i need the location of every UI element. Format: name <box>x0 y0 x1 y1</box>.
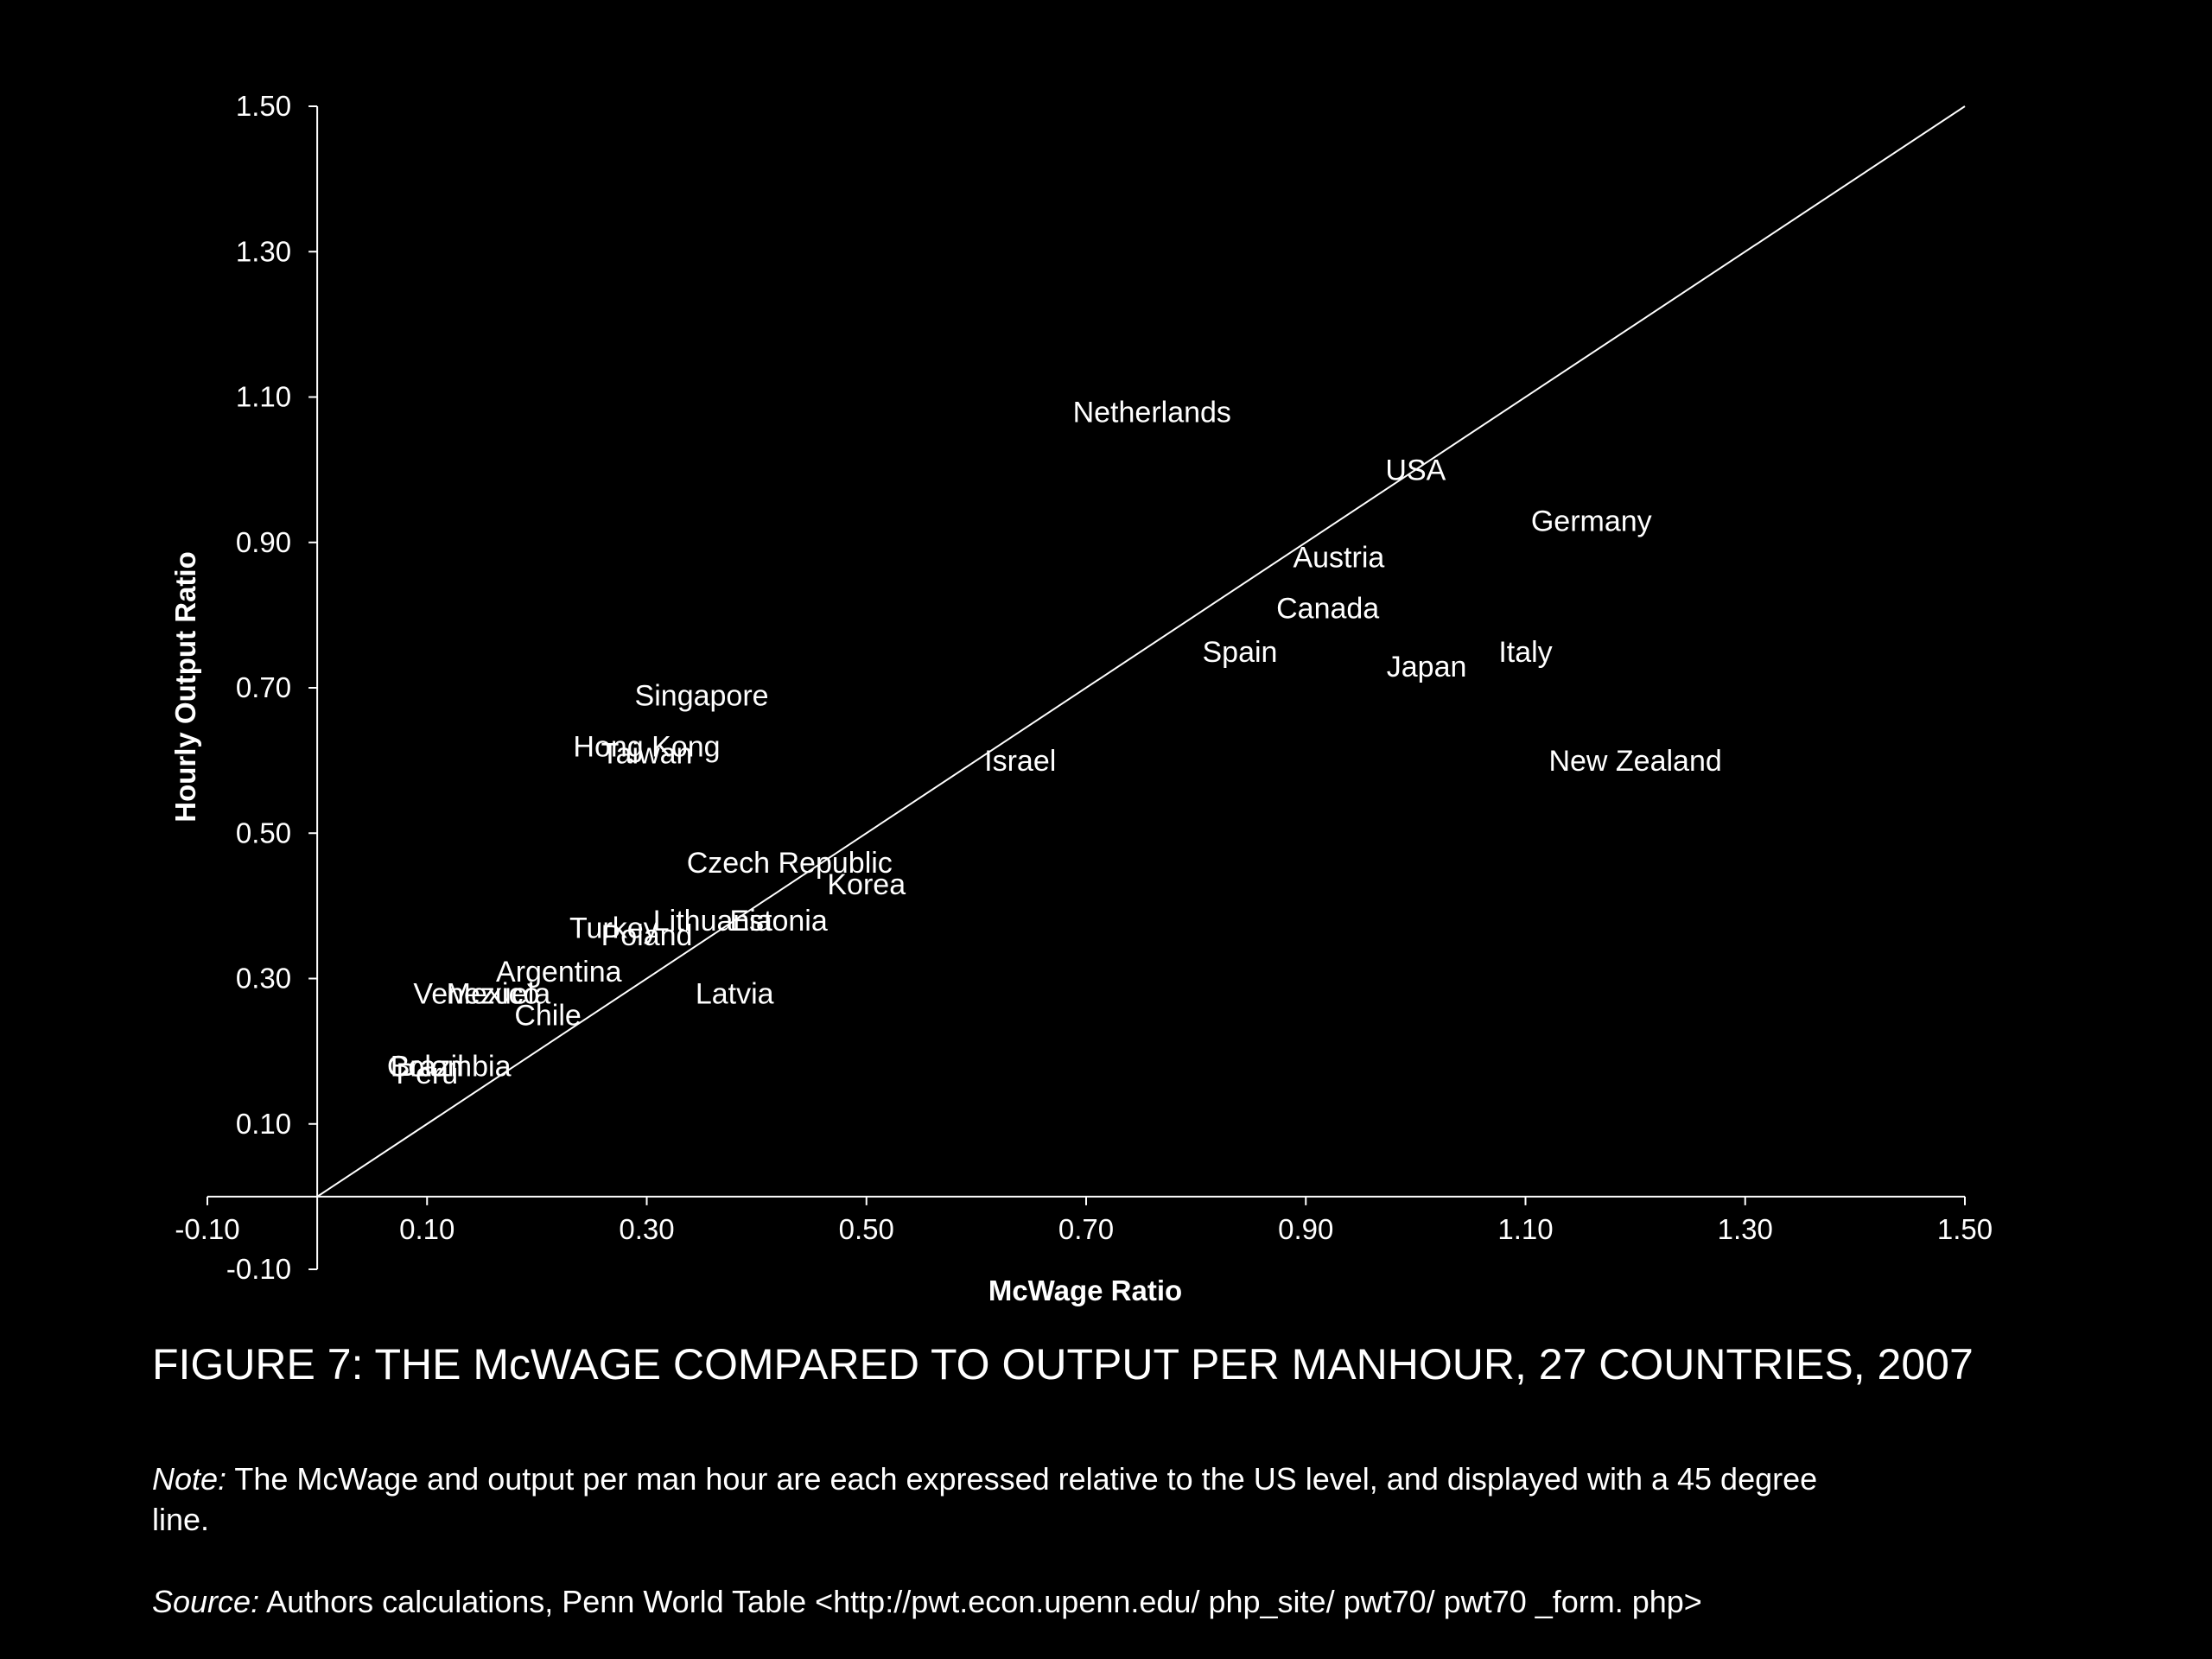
point-label-latvia: Latvia <box>696 977 774 1010</box>
x-tick-label: 0.90 <box>1278 1213 1333 1245</box>
point-label-mexico: Mexico <box>447 977 540 1010</box>
point-label-spain: Spain <box>1202 636 1277 669</box>
y-tick-label: 0.70 <box>236 671 291 703</box>
point-label-colombia: Colombia <box>387 1050 512 1083</box>
point-label-turkey: Turkey <box>569 912 658 945</box>
figure-source: Source: Authors calculations, Penn World… <box>152 1581 2139 1622</box>
y-tick-label: -0.10 <box>226 1253 291 1285</box>
point-label-singapore: Singapore <box>635 679 769 712</box>
x-tick-label: 1.50 <box>1937 1213 1993 1245</box>
y-tick-label: 1.50 <box>236 90 291 122</box>
point-label-canada: Canada <box>1276 592 1379 625</box>
y-tick-label: 1.30 <box>236 235 291 267</box>
x-tick-label: 0.50 <box>839 1213 894 1245</box>
point-label-usa: USA <box>1385 454 1446 487</box>
y-axis-title: Hourly Output Ratio <box>169 551 201 822</box>
figure-caption: FIGURE 7: THE McWAGE COMPARED TO OUTPUT … <box>152 1340 1974 1389</box>
x-tick-label: 1.30 <box>1718 1213 1773 1245</box>
point-label-hong-kong: Hong Kong <box>573 730 720 763</box>
figure-note: Note: The McWage and output per man hour… <box>152 1459 1880 1540</box>
y-tick-label: 0.50 <box>236 817 291 849</box>
point-label-poland: Poland <box>601 919 693 952</box>
point-label-chile: Chile <box>514 1000 581 1033</box>
x-tick-label: 0.30 <box>619 1213 674 1245</box>
scatter-chart: -0.10 0.10 0.30 0.50 0.70 0.90 1.10 1.30 1.50 -0.… <box>169 90 1993 1306</box>
note-label: Note: <box>152 1461 227 1497</box>
point-label-israel: Israel <box>984 745 1056 778</box>
point-label-austria: Austria <box>1293 542 1384 575</box>
point-label-italy: Italy <box>1498 636 1552 669</box>
point-label-czech-republic: Czech Republic <box>687 847 893 880</box>
source-text: Authors calculations, Penn World Table <… <box>259 1584 1702 1619</box>
point-labels: Netherlands USA Germany Austria Canada Spain J… <box>387 396 1722 1090</box>
point-label-lithuania: Lithuania <box>653 905 772 938</box>
note-text: The McWage and output per man hour are e… <box>152 1461 1818 1537</box>
x-tick-label: 1.10 <box>1497 1213 1553 1245</box>
y-tick-label: 1.10 <box>236 381 291 413</box>
point-label-germany: Germany <box>1531 505 1652 538</box>
reference-line-group <box>316 105 1966 1198</box>
chart-axes: -0.10 0.10 0.30 0.50 0.70 0.90 1.10 1.30 1.50 -0.… <box>175 90 1993 1285</box>
point-label-taiwan: Taiwan <box>601 738 693 771</box>
point-label-new-zealand: New Zealand <box>1548 745 1721 778</box>
x-axis-title: McWage Ratio <box>988 1274 1182 1306</box>
point-label-venezuela: Venezuela <box>413 977 550 1010</box>
point-label-brazil: Brazil <box>391 1050 464 1083</box>
point-label-korea: Korea <box>827 868 906 901</box>
point-label-argentina: Argentina <box>496 956 622 988</box>
y-tick-label: 0.30 <box>236 963 291 995</box>
reference-line-45deg <box>316 105 1966 1198</box>
point-label-peru: Peru <box>396 1058 458 1090</box>
point-label-japan: Japan <box>1387 651 1467 683</box>
x-tick-label: -0.10 <box>175 1213 239 1245</box>
x-tick-label: 0.10 <box>399 1213 454 1245</box>
point-label-estonia: Estonia <box>729 905 827 938</box>
source-label: Source: <box>152 1584 260 1619</box>
y-tick-label: 0.90 <box>236 526 291 558</box>
point-label-netherlands: Netherlands <box>1073 396 1231 429</box>
x-tick-label: 0.70 <box>1058 1213 1114 1245</box>
y-tick-label: 0.10 <box>236 1108 291 1140</box>
